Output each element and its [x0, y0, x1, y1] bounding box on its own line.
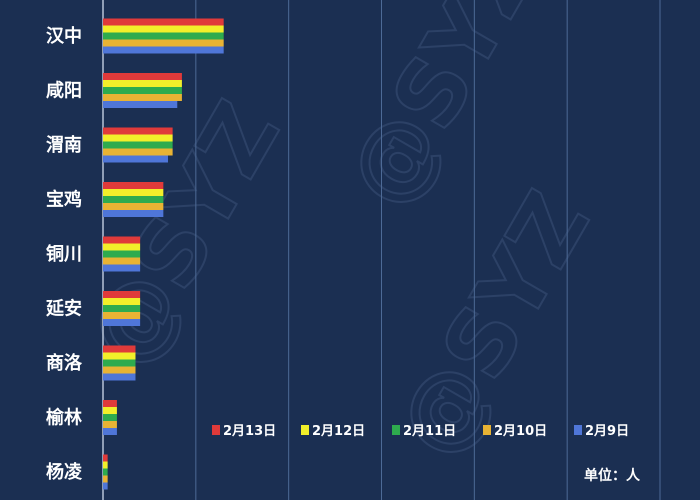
category-label: 榆林 — [46, 407, 82, 429]
category-label: 延安 — [45, 298, 82, 320]
bar-咸阳-2月12日 — [103, 80, 182, 87]
category-label: 杨凌 — [46, 461, 83, 483]
bar-延安-2月12日 — [103, 298, 141, 305]
bar-汉中-2月12日 — [103, 25, 224, 33]
bar-铜川-2月11日 — [103, 250, 141, 258]
bar-汉中-2月13日 — [103, 18, 224, 26]
bar-杨凌-2月9日 — [103, 482, 108, 490]
legend-label: 2月13日 — [223, 424, 276, 439]
bar-铜川-2月10日 — [103, 257, 141, 265]
bar-铜川-2月13日 — [103, 236, 141, 244]
bar-咸阳-2月11日 — [103, 87, 182, 94]
bar-宝鸡-2月13日 — [103, 182, 164, 189]
bar-宝鸡-2月12日 — [103, 189, 164, 196]
bar-榆林-2月9日 — [103, 428, 117, 435]
bar-汉中-2月10日 — [103, 39, 224, 47]
watermark-text: @SYZ — [67, 85, 301, 385]
bar-榆林-2月10日 — [103, 421, 117, 428]
category-label: 渭南 — [46, 134, 82, 156]
bar-咸阳-2月10日 — [103, 94, 182, 101]
bar-榆林-2月13日 — [103, 400, 117, 407]
legend-label: 2月9日 — [585, 424, 629, 439]
category-label: 咸阳 — [46, 81, 82, 102]
bars — [103, 18, 224, 490]
legend-swatch — [483, 425, 491, 435]
category-label: 商洛 — [46, 352, 83, 374]
legend-label: 2月10日 — [494, 424, 547, 439]
bar-宝鸡-2月11日 — [103, 196, 164, 203]
bar-宝鸡-2月10日 — [103, 203, 164, 210]
legend: 2月13日 2月12日 2月11日 2月10日 2月9日 — [212, 424, 629, 439]
bar-渭南-2月9日 — [103, 155, 168, 163]
bar-延安-2月11日 — [103, 305, 141, 312]
bar-延安-2月13日 — [103, 291, 141, 298]
legend-swatch — [392, 425, 400, 435]
bar-渭南-2月11日 — [103, 141, 173, 149]
bar-商洛-2月11日 — [103, 359, 136, 367]
bar-宝鸡-2月9日 — [103, 210, 164, 217]
bar-延安-2月9日 — [103, 319, 141, 326]
bar-渭南-2月12日 — [103, 134, 173, 142]
category-label: 汉中 — [46, 25, 82, 47]
watermark: @SYZ@SYZ @SYZ — [66, 0, 612, 476]
bar-杨凌-2月12日 — [103, 461, 108, 469]
legend-swatch — [301, 425, 309, 435]
bar-商洛-2月9日 — [103, 373, 136, 381]
bar-杨凌-2月13日 — [103, 454, 108, 462]
category-label: 铜川 — [46, 243, 82, 265]
bar-咸阳-2月9日 — [103, 101, 178, 108]
bar-汉中-2月11日 — [103, 32, 224, 40]
bar-商洛-2月12日 — [103, 352, 136, 360]
bar-榆林-2月12日 — [103, 407, 117, 414]
bar-铜川-2月12日 — [103, 243, 141, 251]
bar-商洛-2月10日 — [103, 366, 136, 374]
category-label: 宝鸡 — [46, 189, 82, 211]
bar-渭南-2月13日 — [103, 127, 173, 135]
unit-label: 单位：人 — [584, 467, 641, 484]
bar-榆林-2月11日 — [103, 414, 117, 421]
bar-杨凌-2月11日 — [103, 468, 108, 476]
bar-延安-2月10日 — [103, 312, 141, 319]
bar-铜川-2月9日 — [103, 264, 141, 272]
bar-汉中-2月9日 — [103, 46, 224, 54]
bar-杨凌-2月10日 — [103, 475, 108, 483]
bar-渭南-2月10日 — [103, 148, 173, 156]
legend-swatch — [212, 425, 220, 435]
bar-咸阳-2月13日 — [103, 73, 182, 80]
bar-商洛-2月13日 — [103, 345, 136, 353]
legend-label: 2月12日 — [312, 424, 365, 439]
legend-swatch — [574, 425, 582, 435]
legend-label: 2月11日 — [403, 424, 456, 439]
